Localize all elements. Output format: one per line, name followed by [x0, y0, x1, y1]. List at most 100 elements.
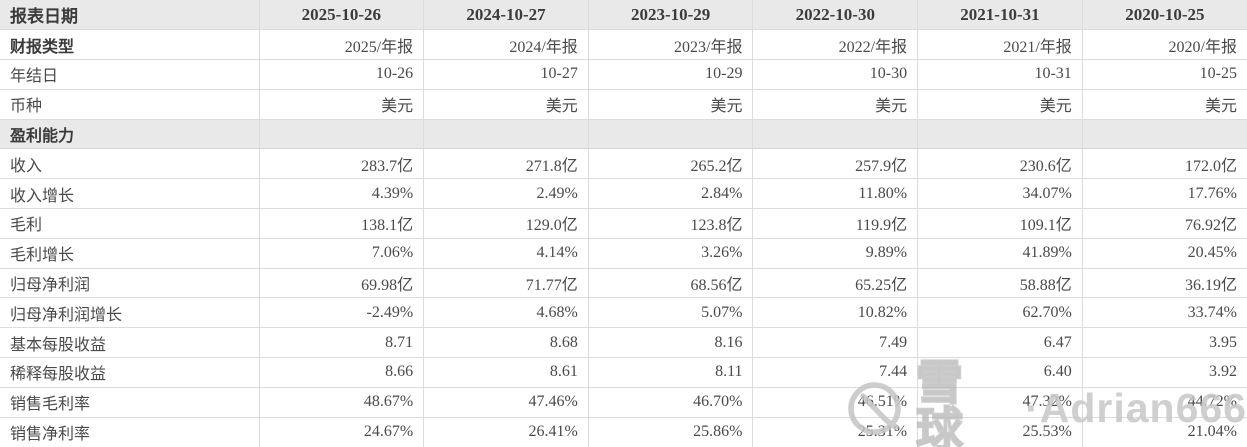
value-cell: 4.14%: [423, 238, 589, 269]
value-cell: 48.67%: [258, 387, 424, 418]
header-date-cell: 2024-10-27: [423, 0, 589, 31]
value-cell: 6.40: [917, 357, 1083, 388]
table-row: 年结日 10-26 10-27 10-29 10-30 10-31 10-25: [0, 59, 1247, 90]
table-row: 财报类型 2025/年报 2024/年报 2023/年报 2022/年报 2021/年报 2…: [0, 29, 1247, 61]
row-label-cell: 币种: [0, 89, 259, 120]
value-cell: 2024/年报: [423, 29, 589, 61]
table-row: 归母净利润 69.98亿 71.77亿 68.56亿 65.25亿 58.88亿 36.19…: [0, 268, 1247, 299]
section-row: 盈利能力: [0, 119, 1247, 150]
value-cell: 2025/年报: [258, 29, 424, 61]
row-label-cell: 毛利增长: [0, 238, 259, 269]
value-cell: 2020/年报: [1081, 29, 1247, 61]
header-date-cell: 2020-10-25: [1081, 0, 1247, 31]
value-cell: 71.77亿: [423, 268, 589, 299]
value-cell: 10-29: [587, 59, 753, 90]
value-cell: 26.41%: [423, 417, 589, 447]
row-label-cell: 销售毛利率: [0, 387, 259, 418]
value-cell: 4.39%: [258, 178, 424, 210]
row-label-cell: 销售净利率: [0, 417, 259, 447]
header-label-cell: 报表日期: [0, 0, 259, 31]
value-cell: 69.98亿: [258, 268, 424, 299]
row-label-cell: 基本每股收益: [0, 327, 259, 359]
value-cell: 25.86%: [587, 417, 753, 447]
value-cell: 美元: [587, 89, 753, 120]
value-cell: 129.0亿: [423, 208, 589, 239]
value-cell: 65.25亿: [752, 268, 918, 299]
value-cell: 3.92: [1081, 357, 1247, 388]
value-cell: 172.0亿: [1081, 148, 1247, 180]
value-cell: 271.8亿: [423, 148, 589, 180]
row-label-cell: 归母净利润: [0, 268, 259, 299]
value-cell: 10-31: [917, 59, 1083, 90]
table-row: 毛利 138.1亿 129.0亿 123.8亿 119.9亿 109.1亿 76.92亿: [0, 208, 1247, 239]
value-cell: [752, 119, 918, 150]
header-date-cell: 2022-10-30: [752, 0, 918, 31]
value-cell: 58.88亿: [917, 268, 1083, 299]
value-cell: 10-30: [752, 59, 918, 90]
value-cell: 36.19亿: [1081, 268, 1247, 299]
value-cell: 10.82%: [752, 297, 918, 329]
value-cell: 21.04%: [1081, 417, 1247, 447]
value-cell: 8.71: [258, 327, 424, 359]
header-date-cell: 2023-10-29: [587, 0, 753, 31]
value-cell: 119.9亿: [752, 208, 918, 239]
value-cell: 美元: [917, 89, 1083, 120]
table-row: 毛利增长 7.06% 4.14% 3.26% 9.89% 41.89% 20.45%: [0, 238, 1247, 269]
value-cell: 17.76%: [1081, 178, 1247, 210]
value-cell: [587, 119, 753, 150]
value-cell: 5.07%: [587, 297, 753, 329]
value-cell: 8.68: [423, 327, 589, 359]
value-cell: 3.26%: [587, 238, 753, 269]
value-cell: 265.2亿: [587, 148, 753, 180]
table-header-row: 报表日期 2025-10-26 2024-10-27 2023-10-29 2022-1…: [0, 0, 1247, 31]
value-cell: 230.6亿: [917, 148, 1083, 180]
value-cell: 2.49%: [423, 178, 589, 210]
value-cell: 8.11: [587, 357, 753, 388]
value-cell: 美元: [752, 89, 918, 120]
value-cell: 33.74%: [1081, 297, 1247, 329]
value-cell: 10-26: [258, 59, 424, 90]
value-cell: 2021/年报: [917, 29, 1083, 61]
value-cell: 25.53%: [917, 417, 1083, 447]
value-cell: 46.70%: [587, 387, 753, 418]
value-cell: [917, 119, 1083, 150]
value-cell: 41.89%: [917, 238, 1083, 269]
value-cell: 283.7亿: [258, 148, 424, 180]
value-cell: 47.46%: [423, 387, 589, 418]
value-cell: 8.66: [258, 357, 424, 388]
value-cell: 109.1亿: [917, 208, 1083, 239]
value-cell: -2.49%: [258, 297, 424, 329]
header-date-cell: 2021-10-31: [917, 0, 1083, 31]
value-cell: 44.72%: [1081, 387, 1247, 418]
row-label-cell: 财报类型: [0, 29, 259, 61]
row-label-cell: 收入: [0, 148, 259, 180]
value-cell: 美元: [258, 89, 424, 120]
value-cell: 9.89%: [752, 238, 918, 269]
value-cell: [423, 119, 589, 150]
row-label-cell: 年结日: [0, 59, 259, 90]
table-row: 币种 美元 美元 美元 美元 美元 美元: [0, 89, 1247, 120]
table-row: 收入 283.7亿 271.8亿 265.2亿 257.9亿 230.6亿 172.0亿: [0, 148, 1247, 180]
value-cell: 10-27: [423, 59, 589, 90]
value-cell: 2023/年报: [587, 29, 753, 61]
table-row: 稀释每股收益 8.66 8.61 8.11 7.44 6.40 3.92: [0, 357, 1247, 388]
row-label-cell: 毛利: [0, 208, 259, 239]
row-label-cell: 盈利能力: [0, 119, 259, 150]
row-label-cell: 归母净利润增长: [0, 297, 259, 329]
value-cell: [258, 119, 424, 150]
value-cell: 34.07%: [917, 178, 1083, 210]
value-cell: 美元: [1081, 89, 1247, 120]
value-cell: 8.61: [423, 357, 589, 388]
value-cell: 46.51%: [752, 387, 918, 418]
value-cell: 7.49: [752, 327, 918, 359]
value-cell: 7.44: [752, 357, 918, 388]
table-row: 收入增长 4.39% 2.49% 2.84% 11.80% 34.07% 17.76%: [0, 178, 1247, 210]
value-cell: 美元: [423, 89, 589, 120]
value-cell: 257.9亿: [752, 148, 918, 180]
table-row: 归母净利润增长 -2.49% 4.68% 5.07% 10.82% 62.70% 33.74…: [0, 297, 1247, 329]
value-cell: 2.84%: [587, 178, 753, 210]
row-label-cell: 稀释每股收益: [0, 357, 259, 388]
value-cell: 10-25: [1081, 59, 1247, 90]
